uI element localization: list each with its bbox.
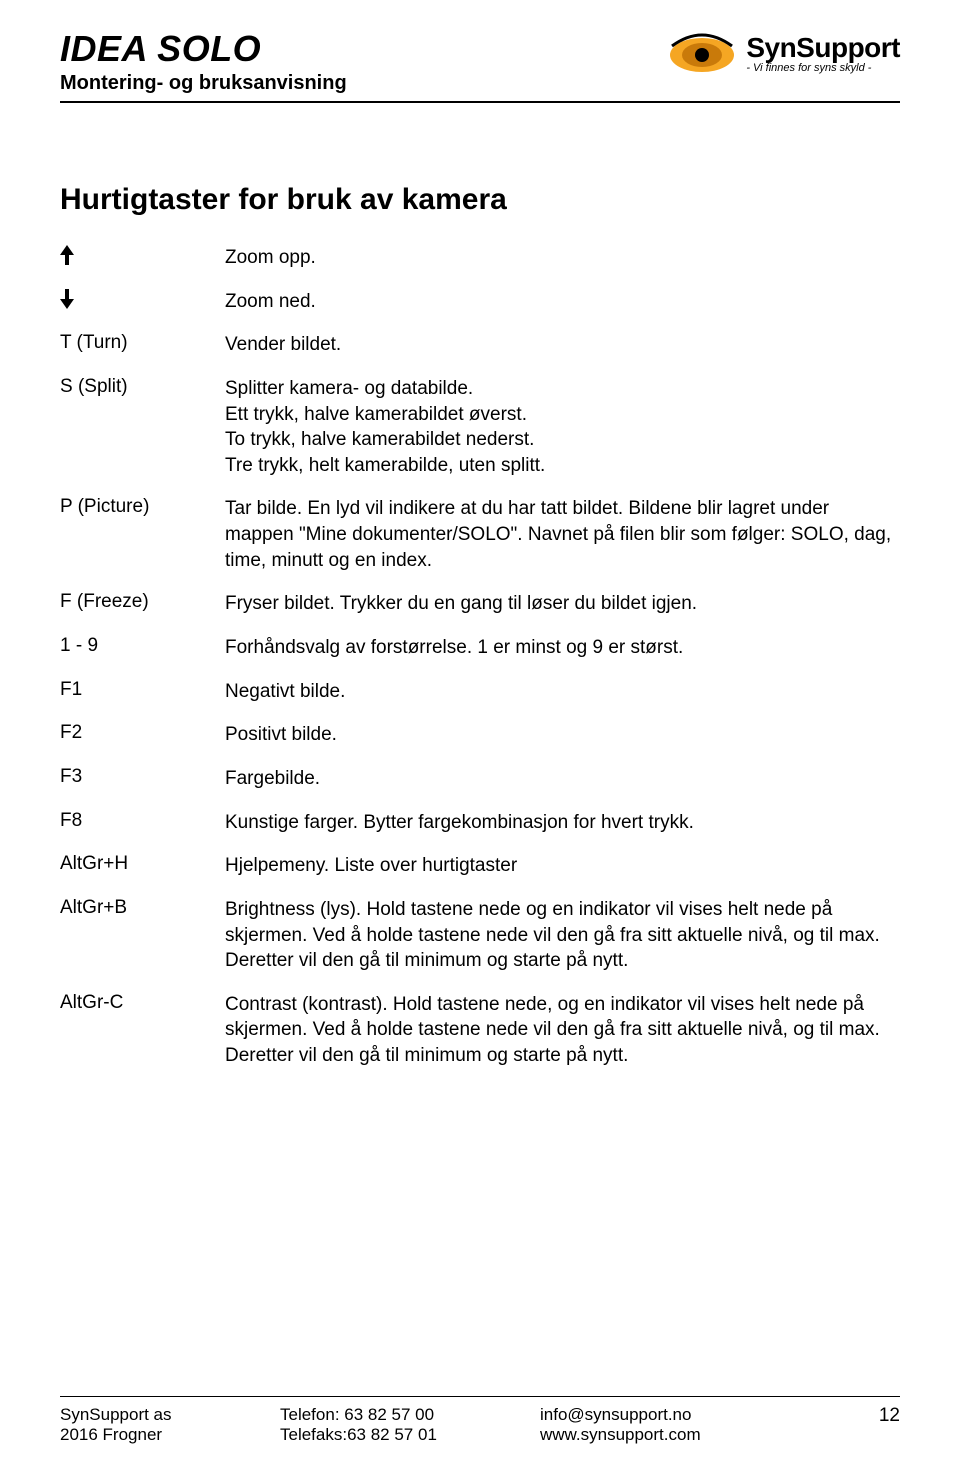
key-cell: P (Picture) <box>60 496 225 518</box>
footer-web: www.synsupport.com <box>540 1425 900 1445</box>
desc-cell: Zoom opp. <box>225 245 900 271</box>
key-cell: AltGr+B <box>60 897 225 919</box>
shortcut-row: F3 Fargebilde. <box>60 766 900 792</box>
shortcut-row: 1 - 9 Forhåndsvalg av forstørrelse. 1 er… <box>60 635 900 661</box>
shortcut-row: S (Split) Splitter kamera- og databilde.… <box>60 376 900 479</box>
footer-company: SynSupport as <box>60 1405 280 1425</box>
desc-cell: Splitter kamera- og databilde. Ett trykk… <box>225 376 900 479</box>
footer-phone-block: Telefon: 63 82 57 00 Telefaks:63 82 57 0… <box>280 1405 540 1445</box>
desc-cell: Forhåndsvalg av forstørrelse. 1 er minst… <box>225 635 900 661</box>
footer-company-block: SynSupport as 2016 Frogner <box>60 1405 280 1445</box>
shortcut-row: Zoom ned. <box>60 289 900 315</box>
desc-cell: Contrast (kontrast). Hold tastene nede, … <box>225 992 900 1069</box>
shortcut-row: AltGr-C Contrast (kontrast). Hold tasten… <box>60 992 900 1069</box>
shortcut-row: F1 Negativt bilde. <box>60 679 900 705</box>
brand-text: SynSupport - Vi finnes for syns skyld - <box>746 32 900 74</box>
shortcut-row: P (Picture) Tar bilde. En lyd vil indike… <box>60 496 900 573</box>
desc-cell: Tar bilde. En lyd vil indikere at du har… <box>225 496 900 573</box>
key-cell: F2 <box>60 722 225 744</box>
shortcut-row: F (Freeze) Fryser bildet. Trykker du en … <box>60 591 900 617</box>
doc-subtitle: Montering- og bruksanvisning <box>60 72 347 95</box>
shortcut-row: F8 Kunstige farger. Bytter fargekombinas… <box>60 810 900 836</box>
shortcut-row: T (Turn) Vender bildet. <box>60 332 900 358</box>
brand-eye-icon <box>666 28 738 78</box>
footer-fax: Telefaks:63 82 57 01 <box>280 1425 540 1445</box>
key-cell: F (Freeze) <box>60 591 225 613</box>
key-cell <box>60 245 225 268</box>
page-number: 12 <box>879 1405 900 1427</box>
desc-cell: Negativt bilde. <box>225 679 900 705</box>
arrow-up-icon <box>60 245 74 268</box>
key-cell: T (Turn) <box>60 332 225 354</box>
shortcut-table: Zoom opp. Zoom ned. T (Turn) Vender bild… <box>60 245 900 1069</box>
footer-addr: 2016 Frogner <box>60 1425 280 1445</box>
key-cell: F8 <box>60 810 225 832</box>
shortcut-row: AltGr+B Brightness (lys). Hold tastene n… <box>60 897 900 974</box>
desc-cell: Brightness (lys). Hold tastene nede og e… <box>225 897 900 974</box>
desc-cell: Fargebilde. <box>225 766 900 792</box>
footer-email: info@synsupport.no <box>540 1405 900 1425</box>
shortcut-row: Zoom opp. <box>60 245 900 271</box>
shortcut-row: AltGr+H Hjelpemeny. Liste over hurtigtas… <box>60 853 900 879</box>
footer-phone: Telefon: 63 82 57 00 <box>280 1405 540 1425</box>
page-header: IDEA SOLO Montering- og bruksanvisning S… <box>60 28 900 103</box>
key-cell: 1 - 9 <box>60 635 225 657</box>
page-footer: SynSupport as 2016 Frogner Telefon: 63 8… <box>60 1396 900 1445</box>
doc-title: IDEA SOLO <box>60 28 347 70</box>
desc-cell: Zoom ned. <box>225 289 900 315</box>
key-cell: F1 <box>60 679 225 701</box>
key-cell: F3 <box>60 766 225 788</box>
arrow-down-icon <box>60 289 74 312</box>
section-title: Hurtigtaster for bruk av kamera <box>60 183 900 217</box>
desc-cell: Vender bildet. <box>225 332 900 358</box>
desc-cell: Hjelpemeny. Liste over hurtigtaster <box>225 853 900 879</box>
footer-web-block: info@synsupport.no www.synsupport.com <box>540 1405 900 1445</box>
header-right: SynSupport - Vi finnes for syns skyld - <box>666 28 900 78</box>
shortcut-row: F2 Positivt bilde. <box>60 722 900 748</box>
key-cell: AltGr-C <box>60 992 225 1014</box>
key-cell: S (Split) <box>60 376 225 398</box>
desc-cell: Kunstige farger. Bytter fargekombinasjon… <box>225 810 900 836</box>
header-left: IDEA SOLO Montering- og bruksanvisning <box>60 28 347 95</box>
brand-name: SynSupport <box>746 32 900 64</box>
key-cell: AltGr+H <box>60 853 225 875</box>
desc-cell: Fryser bildet. Trykker du en gang til lø… <box>225 591 900 617</box>
page: IDEA SOLO Montering- og bruksanvisning S… <box>0 0 960 1469</box>
key-cell <box>60 289 225 312</box>
desc-cell: Positivt bilde. <box>225 722 900 748</box>
